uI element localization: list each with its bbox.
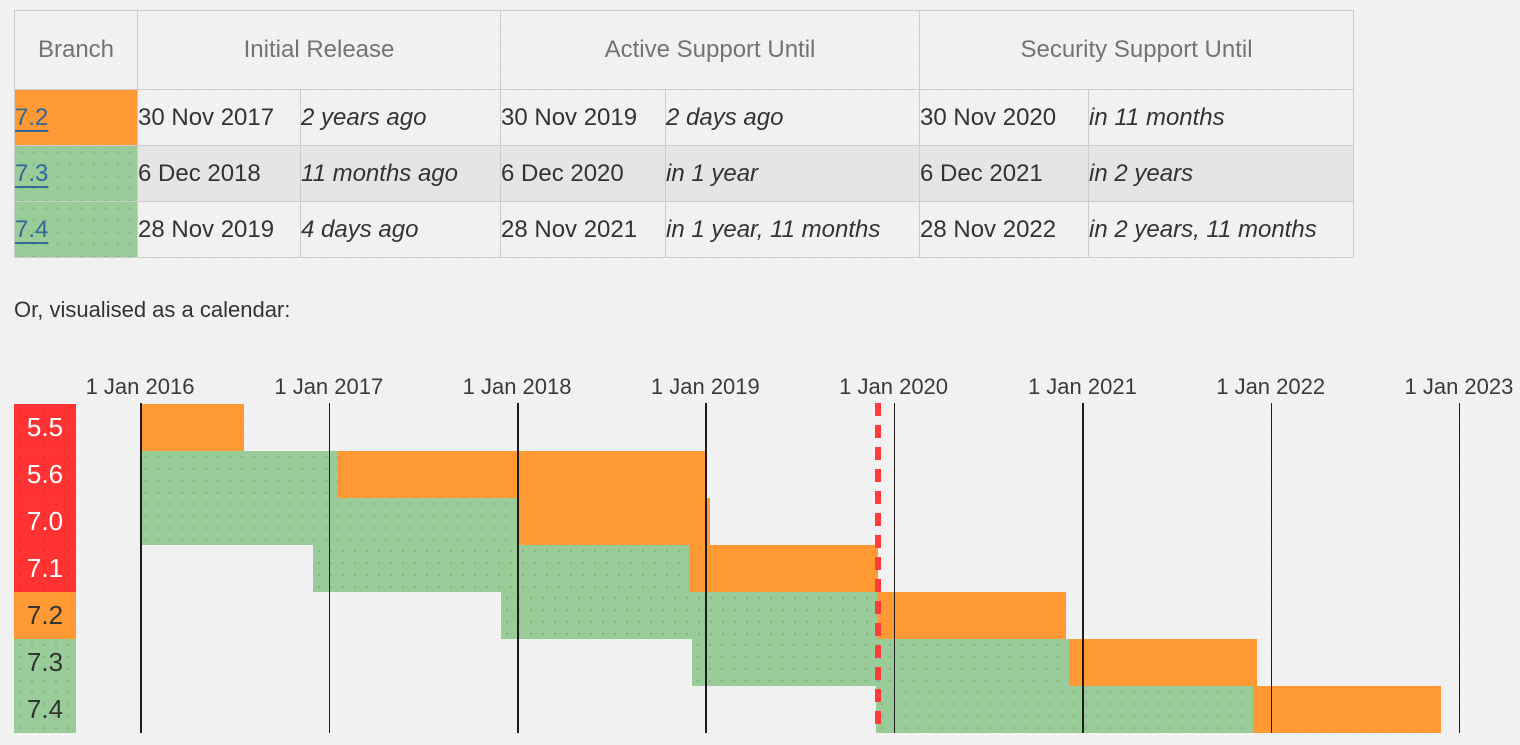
support-table: Branch Initial Release Active Support Un… <box>14 10 1355 258</box>
col-header-active-support: Active Support Until <box>499 10 921 90</box>
calendar-year-label-2020: 1 Jan 2020 <box>839 374 949 399</box>
branch-link-7.4[interactable]: 7.4 <box>15 215 49 243</box>
calendar-gridline-2020 <box>893 403 896 733</box>
calendar-bar-7.0-active <box>140 498 518 545</box>
security-relative-7.3: in 2 years <box>1088 145 1355 202</box>
calendar-year-label-2021: 1 Jan 2021 <box>1027 374 1137 399</box>
col-header-initial-release: Initial Release <box>137 10 501 90</box>
security-relative-7.2: in 11 months <box>1088 89 1355 146</box>
calendar-year-label-2016: 1 Jan 2016 <box>85 374 195 399</box>
calendar-today-line <box>875 403 882 725</box>
active-relative-7.4: in 1 year, 11 months <box>664 201 921 258</box>
calendar-gridline-2019 <box>705 403 707 733</box>
table-row-7.2: 7.2 30 Nov 2017 2 years ago 30 Nov 2019 … <box>14 89 1355 146</box>
calendar-branch-label-7.3: 7.3 <box>14 639 76 686</box>
branch-cell-7.3: 7.3 <box>14 145 138 202</box>
initial-date-7.2: 30 Nov 2017 <box>137 89 301 146</box>
calendar-gridline-2018 <box>517 403 519 733</box>
active-relative-7.2: 2 days ago <box>664 89 921 146</box>
initial-relative-7.3: 11 months ago <box>300 145 501 202</box>
calendar-branch-label-7.1: 7.1 <box>14 545 76 592</box>
calendar-bar-7.1-security <box>689 545 878 592</box>
calendar-branch-label-7.4: 7.4 <box>14 686 76 733</box>
calendar-bar-5.6-active <box>140 451 339 498</box>
initial-date-7.3: 6 Dec 2018 <box>137 145 301 202</box>
active-date-7.3: 6 Dec 2020 <box>500 145 666 202</box>
calendar-year-label-2023: 1 Jan 2023 <box>1404 374 1514 399</box>
calendar-branch-label-7.0: 7.0 <box>14 498 76 545</box>
calendar-bar-7.0-security <box>517 498 710 545</box>
active-date-7.2: 30 Nov 2019 <box>500 89 666 146</box>
calendar-bar-5.5-security <box>140 404 245 451</box>
table-row-7.3: 7.3 6 Dec 2018 11 months ago 6 Dec 2020 … <box>14 145 1355 202</box>
branch-link-7.3[interactable]: 7.3 <box>15 159 49 187</box>
calendar-bar-7.3-security <box>1068 639 1258 686</box>
security-relative-7.4: in 2 years, 11 months <box>1088 201 1355 258</box>
calendar-bar-7.2-security <box>877 592 1066 639</box>
calendar-branch-label-5.6: 5.6 <box>14 451 76 498</box>
calendar-year-label-2019: 1 Jan 2019 <box>650 374 760 399</box>
branch-link-7.2[interactable]: 7.2 <box>15 103 49 131</box>
calendar-gridline-2021 <box>1082 403 1084 733</box>
initial-relative-7.4: 4 days ago <box>300 201 501 258</box>
calendar-bar-7.4-active <box>876 686 1254 733</box>
initial-relative-7.2: 2 years ago <box>300 89 501 146</box>
calendar-year-label-2017: 1 Jan 2017 <box>274 374 384 399</box>
initial-date-7.4: 28 Nov 2019 <box>137 201 301 258</box>
calendar-year-label-2018: 1 Jan 2018 <box>462 374 572 399</box>
branch-cell-7.2: 7.2 <box>14 89 138 146</box>
security-date-7.2: 30 Nov 2020 <box>919 89 1090 146</box>
calendar-bar-7.1-active <box>312 545 690 592</box>
calendar-gridline-2022 <box>1270 403 1273 733</box>
calendar-branch-label-7.2: 7.2 <box>14 592 76 639</box>
calendar-year-label-2022: 1 Jan 2022 <box>1216 374 1326 399</box>
table-row-7.4: 7.4 28 Nov 2019 4 days ago 28 Nov 2021 i… <box>14 201 1355 258</box>
calendar-gridline-2023 <box>1458 403 1461 733</box>
calendar-branch-label-5.5: 5.5 <box>14 404 76 451</box>
security-date-7.4: 28 Nov 2022 <box>919 201 1090 258</box>
branch-cell-7.4: 7.4 <box>14 201 138 258</box>
col-header-branch: Branch <box>14 10 138 90</box>
calendar-bar-5.6-security <box>338 451 705 498</box>
calendar-bar-7.2-active <box>500 592 878 639</box>
calendar-gridline-2016 <box>140 403 142 733</box>
calendar-gridline-2017 <box>328 403 331 733</box>
calendar-bar-7.4-security <box>1253 686 1442 733</box>
active-relative-7.3: in 1 year <box>664 145 921 202</box>
calendar-caption: Or, visualised as a calendar: <box>14 297 291 322</box>
